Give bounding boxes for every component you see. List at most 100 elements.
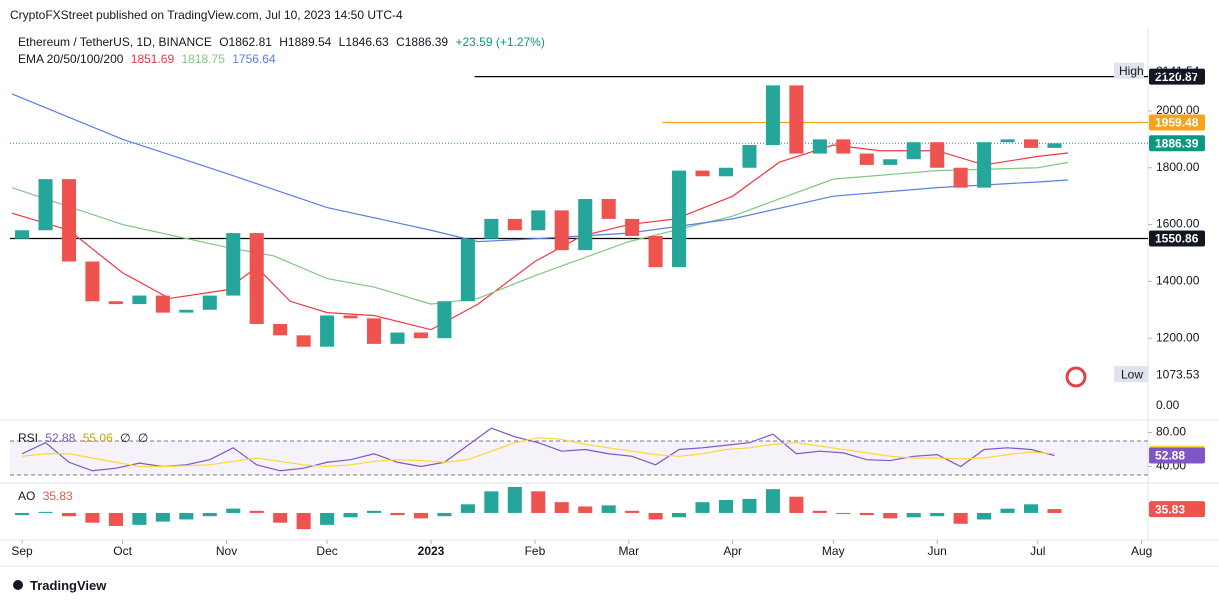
ao-bar <box>1000 508 1015 513</box>
candle-body <box>132 295 147 305</box>
candle-body <box>648 235 663 268</box>
ema-value: 1756.64 <box>232 52 276 66</box>
ao-bar <box>906 512 921 518</box>
ao-bar <box>273 512 288 523</box>
candle-body <box>930 142 945 168</box>
candle-body <box>789 85 804 154</box>
candle-body <box>273 323 288 336</box>
change: +23.59 (+1.27%) <box>455 35 545 49</box>
rsi-legend: RSI 52.88 55.06 ∅ ∅ <box>18 431 152 445</box>
ao-bar <box>320 512 335 525</box>
ao-bar <box>108 512 123 526</box>
candle-body <box>484 218 499 239</box>
ao-label: AO <box>18 489 36 503</box>
candle-body <box>1047 143 1062 148</box>
ao-bar <box>531 491 546 513</box>
extra-label: 0.00 <box>1156 398 1180 412</box>
candle-body <box>977 142 992 188</box>
high-tag-label: High <box>1119 64 1144 78</box>
candle-body <box>601 199 616 219</box>
ohlc-close: C1886.39 <box>396 35 449 49</box>
x-tick-label: Dec <box>316 544 337 558</box>
candle-body <box>859 153 874 165</box>
candle-body <box>625 218 640 236</box>
ao-bar <box>789 496 804 513</box>
ao-bar <box>437 512 452 517</box>
ao-bar <box>554 502 569 513</box>
ohlc-low: L1846.63 <box>338 35 389 49</box>
price-badge <box>1149 135 1205 152</box>
candle-body <box>343 315 358 319</box>
x-tick-label: Feb <box>525 544 546 558</box>
price-badge <box>1149 447 1205 464</box>
y-tick-label: 40.00 <box>1156 459 1186 473</box>
x-tick-label: 2023 <box>418 544 445 558</box>
candle-body <box>742 145 757 168</box>
ao-bar <box>366 510 382 513</box>
price-badge <box>1149 114 1205 131</box>
flag-icon <box>1065 366 1087 388</box>
price-badge <box>1149 445 1205 462</box>
ao-bar <box>1023 504 1039 513</box>
candle-body <box>61 179 77 262</box>
ao-bar <box>61 512 77 517</box>
low-value: 1073.53 <box>1156 367 1200 381</box>
ao-bar <box>578 506 593 513</box>
ema-line <box>11 144 1068 331</box>
candle-body <box>953 167 968 188</box>
candle-body <box>15 230 30 239</box>
y-tick-label: 1800.00 <box>1156 160 1200 174</box>
candle-body <box>695 170 710 177</box>
x-tick-label: Sep <box>11 544 33 558</box>
ema-line <box>11 161 1069 305</box>
candle-body <box>179 309 194 313</box>
candle-body <box>718 167 734 177</box>
ao-bar <box>15 512 30 516</box>
x-tick-label: Oct <box>113 544 132 558</box>
candle-body <box>320 315 335 347</box>
high-value: 2141.54 <box>1156 64 1200 78</box>
logo-icon <box>13 580 23 590</box>
x-tick-label: Aug <box>1131 544 1152 558</box>
candle-body <box>578 199 593 251</box>
ao-bar <box>672 512 687 518</box>
high-tag <box>1114 62 1144 79</box>
candle-body <box>249 233 264 324</box>
low-tag-label: Low <box>1121 367 1143 381</box>
candle-body <box>906 142 921 160</box>
candle-body <box>765 85 780 146</box>
candle-body <box>1023 139 1039 148</box>
ema-value: 1818.75 <box>181 52 225 66</box>
x-tick-label: May <box>822 544 845 558</box>
ao-bar <box>765 489 780 513</box>
ao-bar <box>812 510 827 513</box>
ema-line <box>11 93 1068 243</box>
ao-bar <box>38 511 53 513</box>
rsi-band <box>10 440 1148 476</box>
price-badge <box>1149 501 1205 518</box>
candle-body <box>226 233 241 296</box>
candle-body <box>296 335 311 347</box>
footer-logo: TradingView <box>30 578 107 593</box>
ao-bar <box>883 512 898 519</box>
ao-bar <box>953 512 968 524</box>
ohlc-high: H1889.54 <box>279 35 332 49</box>
price-badge <box>1149 230 1205 247</box>
ao-bar <box>179 512 194 520</box>
ao-bar <box>742 498 757 513</box>
rsi-value: 52.88 <box>45 431 76 445</box>
price-badge <box>1149 68 1205 85</box>
rsi-null: ∅ <box>120 431 131 445</box>
y-tick-label: 2000.00 <box>1156 103 1200 117</box>
rsi-ma-value: 55.06 <box>82 431 113 445</box>
ao-bar <box>202 512 217 517</box>
price-badge-label: 52.88 <box>1155 449 1185 463</box>
x-tick-label: Apr <box>723 544 742 558</box>
rsi-line <box>22 436 1055 468</box>
ao-value: 35.83 <box>42 489 73 503</box>
candle-body <box>390 332 405 344</box>
ao-bar <box>249 510 264 513</box>
